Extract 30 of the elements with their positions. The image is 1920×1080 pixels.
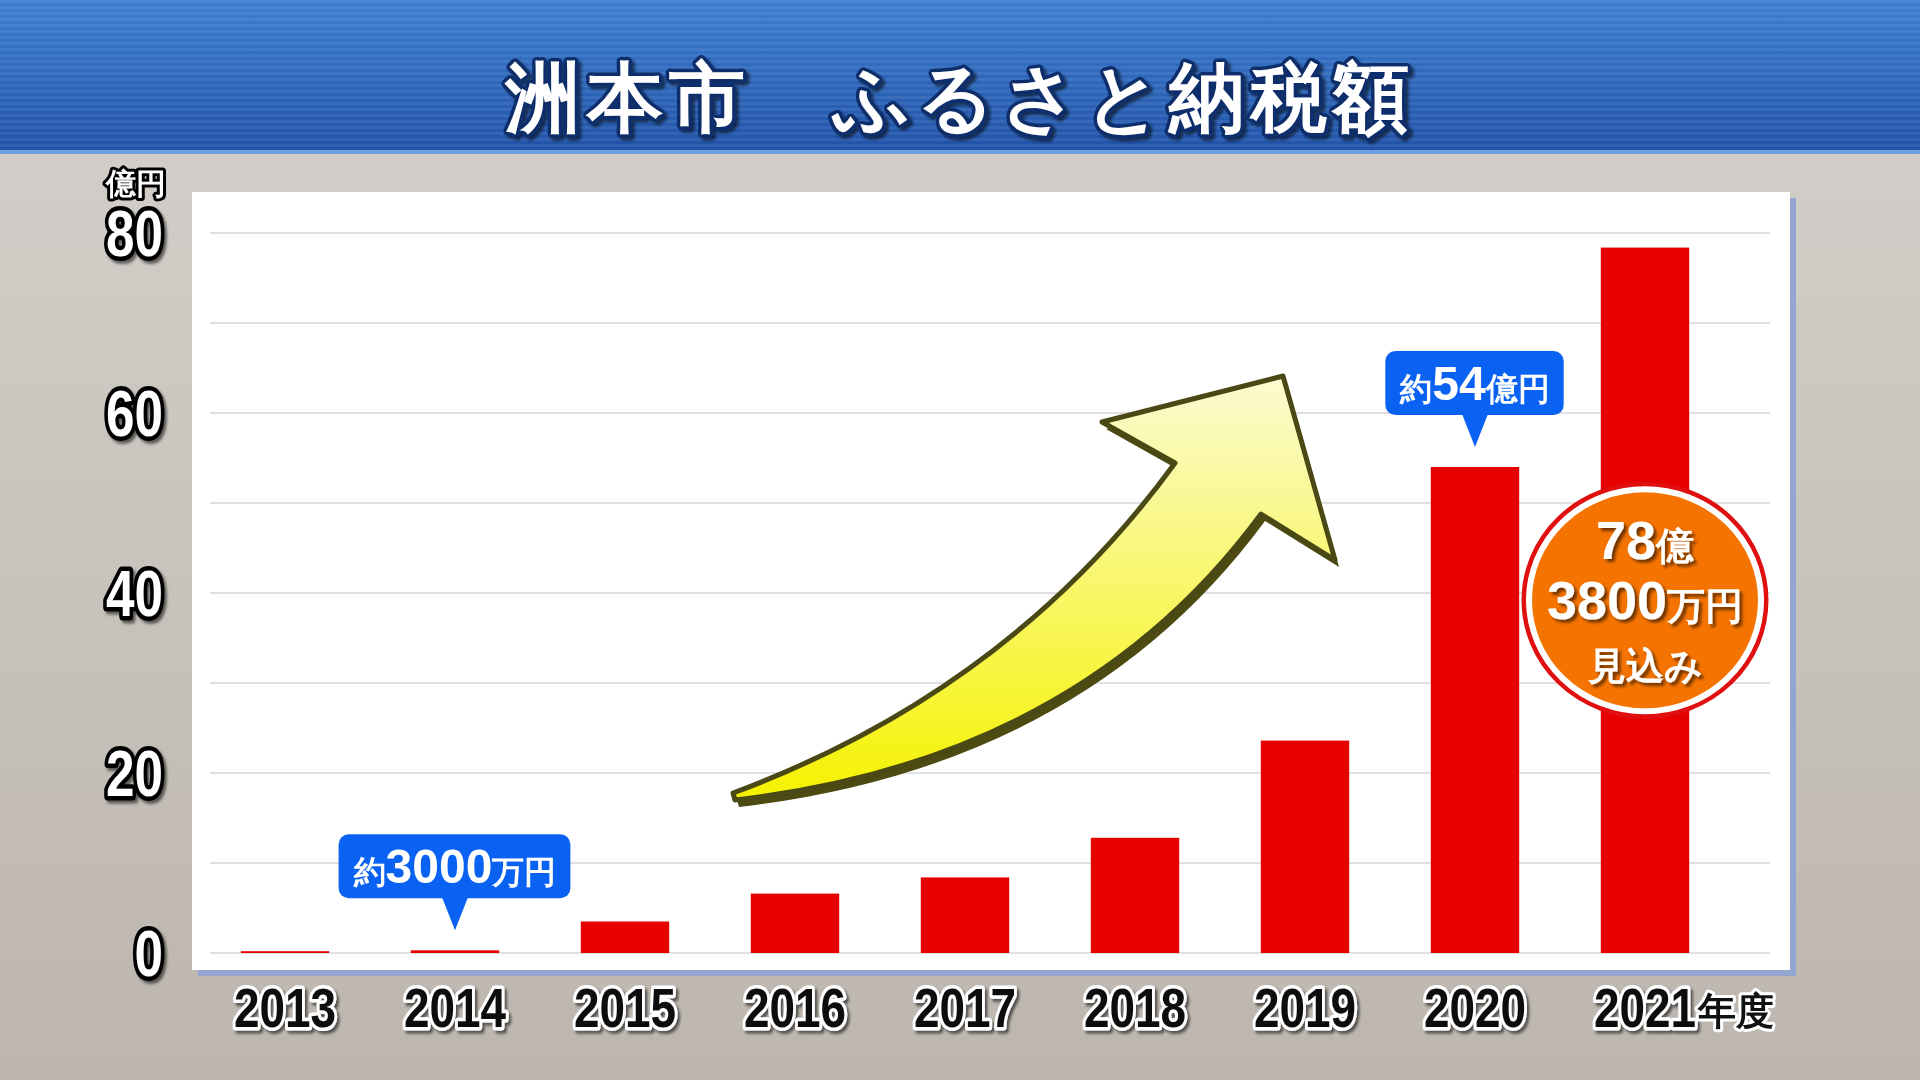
y-axis-title: 億円: [105, 167, 166, 200]
x-tick-label: 2016: [743, 976, 847, 1040]
y-tick-label: 0: [134, 918, 163, 990]
x-axis-title: 年度: [1697, 990, 1775, 1032]
x-tick-label: 2015: [573, 976, 677, 1040]
y-tick-label: 80: [106, 198, 163, 270]
x-tick-label: 2021: [1593, 976, 1697, 1040]
bar: [580, 921, 670, 953]
data-label: 約54億円: [1399, 357, 1550, 410]
chart-title: 洲本市 ふるさと納税額: [504, 56, 1415, 140]
x-tick-label: 2018: [1083, 976, 1187, 1040]
bar: [410, 950, 500, 953]
bar: [1090, 837, 1180, 953]
y-tick-label: 20: [106, 738, 163, 810]
value-label: 約54億円: [1385, 351, 1564, 447]
x-tick-label: 2014: [403, 976, 507, 1040]
bar: [750, 893, 840, 953]
data-label: 約3000万円: [352, 840, 557, 894]
y-tick-label: 40: [106, 558, 163, 630]
x-tick-label: 2017: [913, 976, 1017, 1040]
x-tick-label: 2013: [233, 976, 337, 1040]
value-label: 約3000万円: [338, 834, 571, 931]
y-tick-label: 60: [106, 378, 163, 450]
value-label: 78億3800万円見込み: [1521, 481, 1769, 719]
bar: [1260, 740, 1350, 953]
data-label: 78億3800万円見込み: [1546, 510, 1744, 688]
x-tick-label: 2019: [1253, 976, 1357, 1040]
bar: [920, 877, 1010, 953]
bar: [1430, 467, 1520, 953]
x-tick-label: 2020: [1423, 976, 1527, 1040]
